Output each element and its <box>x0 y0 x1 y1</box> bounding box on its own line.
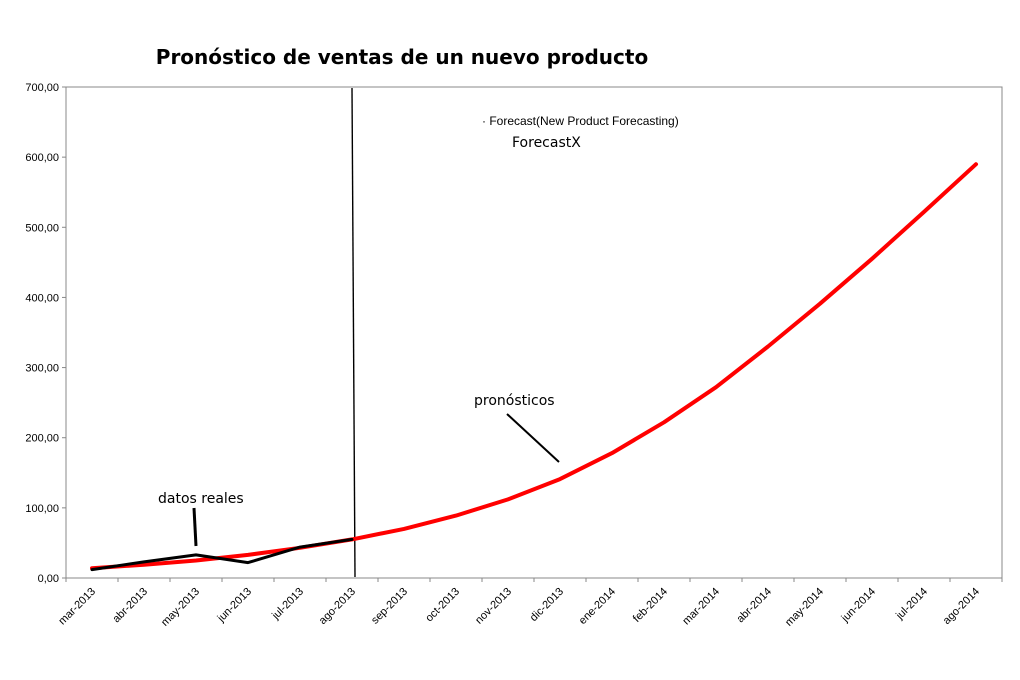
series-line-forecast <box>90 162 978 571</box>
y-tick-label: 200,00 <box>25 433 59 445</box>
x-tick-label: mar-2013 <box>56 586 98 628</box>
y-axis: 0,00 100,00 200,00 300,00 400,00 500,00 600,00… <box>25 82 67 585</box>
x-tick-label: jun-2013 <box>215 586 254 625</box>
annotation-datos-reales-pointer <box>192 507 198 547</box>
x-tick-label: feb-2014 <box>631 586 670 625</box>
series-layer <box>90 162 978 572</box>
x-axis: mar-2013 abr-2013 may-2013 jun-2013 jul-2013… <box>56 578 1003 629</box>
forecast-legend-small: · Forecast(New Product Forecasting) <box>482 114 679 128</box>
x-tick-label: oct-2013 <box>423 586 462 625</box>
y-tick-label: 700,00 <box>25 82 59 94</box>
x-tick-label: jun-2014 <box>839 586 878 625</box>
y-tick-label: 600,00 <box>25 152 59 164</box>
x-tick-label: jul-2014 <box>893 586 930 623</box>
x-tick-label: jul-2013 <box>269 586 306 623</box>
x-tick-label: mar-2014 <box>680 586 722 628</box>
y-tick-label: 0,00 <box>38 573 59 585</box>
y-tick-label: 500,00 <box>25 222 59 234</box>
forecast-divider-line <box>351 87 356 578</box>
x-tick-label: may-2014 <box>783 586 826 629</box>
chart-title: Pronóstico de ventas de un nuevo product… <box>156 45 648 69</box>
x-tick-label: abr-2013 <box>110 586 150 626</box>
annotation-pronosticos: pronósticos <box>474 393 555 409</box>
x-tick-label: may-2013 <box>159 586 202 629</box>
x-tick-label: ago-2014 <box>941 586 982 627</box>
x-tick-label: ago-2013 <box>317 586 358 627</box>
x-tick-label: abr-2014 <box>734 586 774 626</box>
x-tick-label: nov-2013 <box>473 586 514 627</box>
annotation-pronosticos-pointer <box>506 413 560 463</box>
forecast-legend-big: ForecastX <box>512 135 581 151</box>
series-line-actual <box>90 537 354 572</box>
x-tick-label: dic-2013 <box>528 586 566 624</box>
x-tick-label: ene-2014 <box>577 586 618 627</box>
y-tick-label: 300,00 <box>25 363 59 375</box>
y-tick-label: 400,00 <box>25 292 59 304</box>
annotation-datos-reales: datos reales <box>158 491 244 507</box>
y-tick-label: 100,00 <box>25 503 59 515</box>
x-tick-label: sep-2013 <box>369 586 410 627</box>
